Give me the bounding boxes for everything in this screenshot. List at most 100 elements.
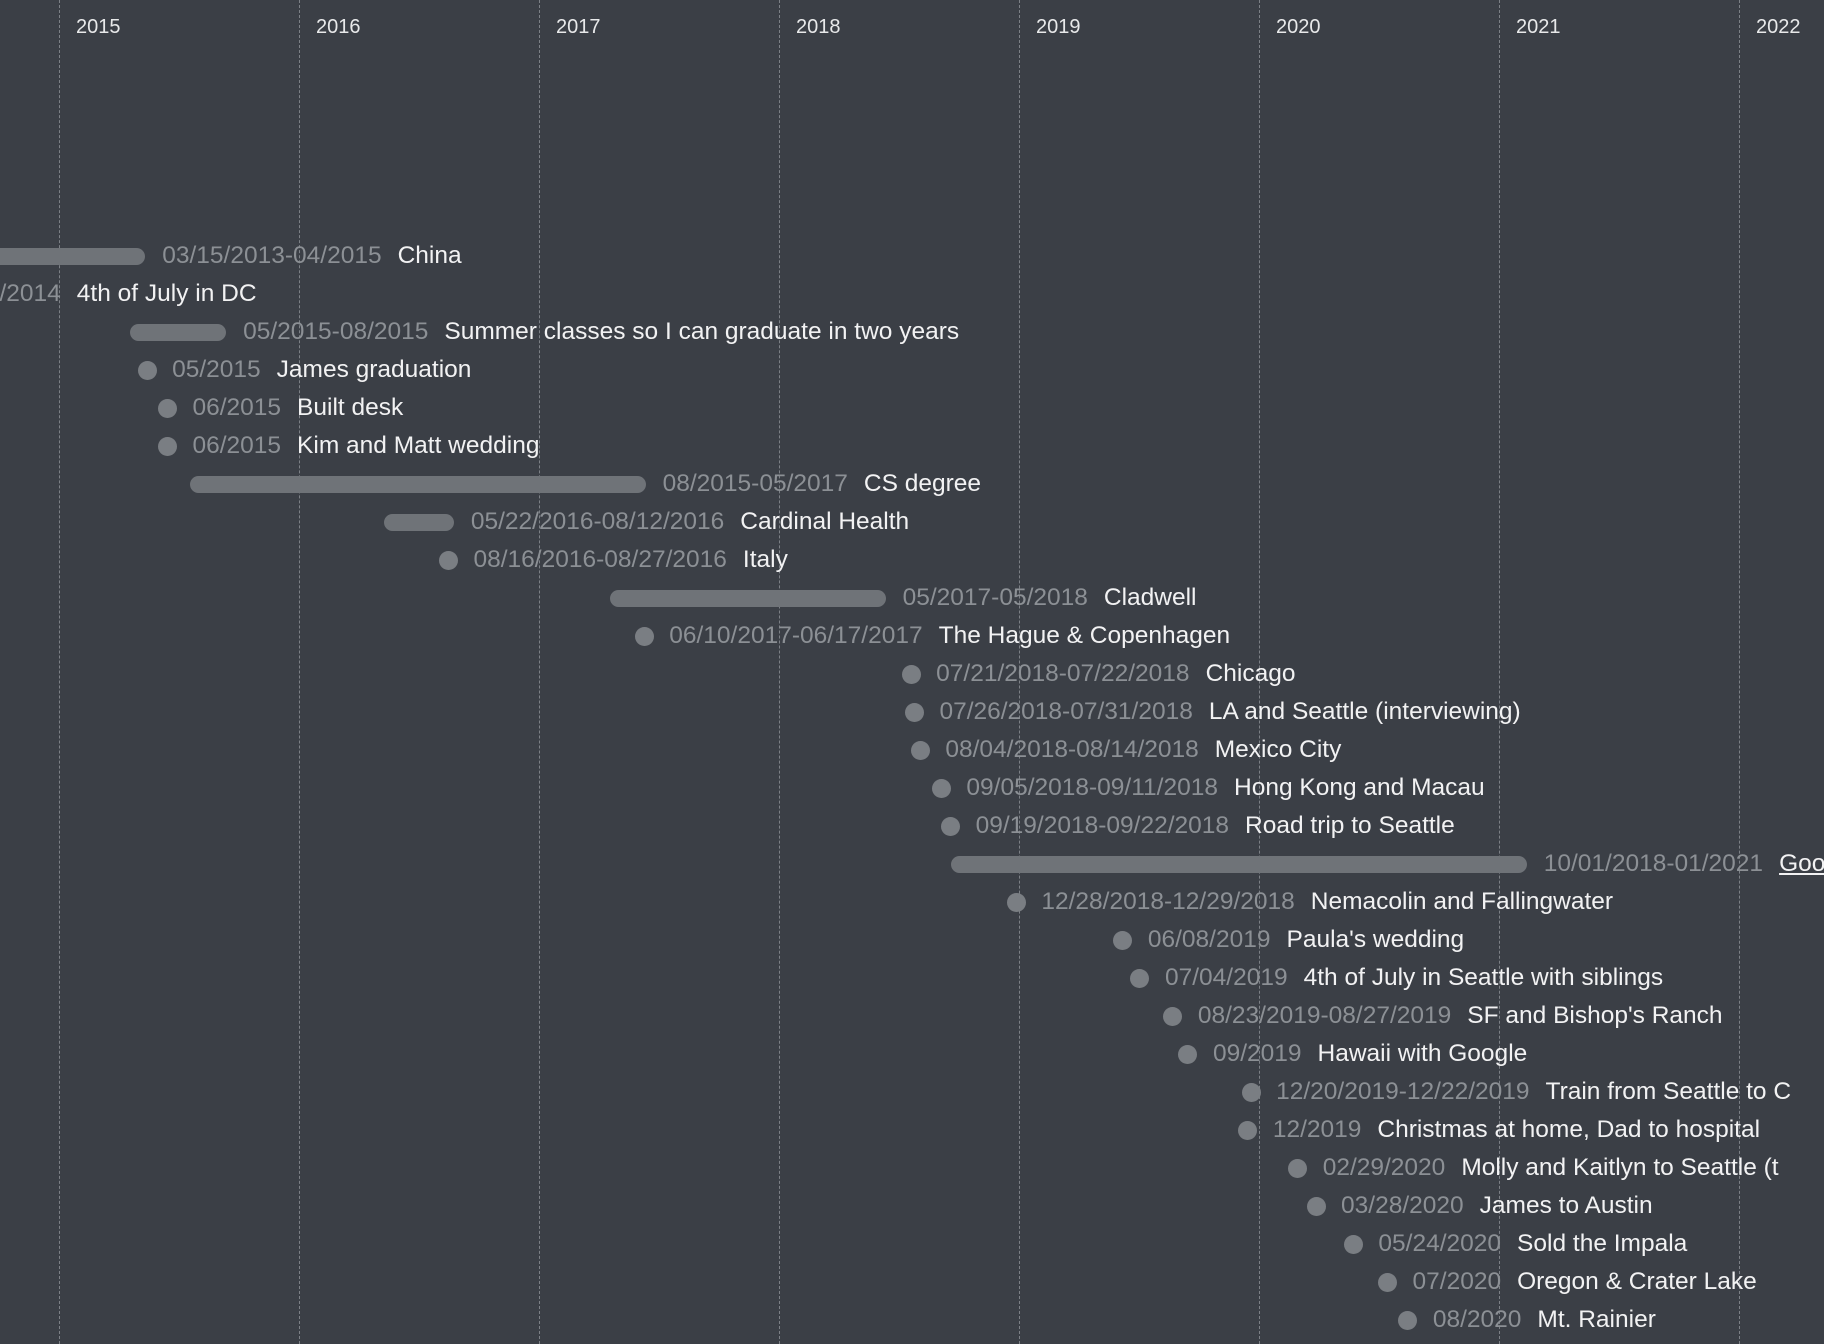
event-dot[interactable] [901,664,921,684]
event-label: 09/05/2018-09/11/2018 Hong Kong and Macau [966,773,1484,803]
event-bar[interactable] [0,247,146,265]
event-title: SF and Bishop's Ranch [1467,1002,1723,1029]
event-title: Italy [742,546,788,573]
gridline [539,0,540,1344]
event-label: 05/2017-05/2018 Cladwell [903,583,1197,613]
event-label: 06/2015 Built desk [192,393,403,423]
event-dot[interactable] [1343,1234,1363,1254]
event-label: 07/2020 Oregon & Crater Lake [1413,1267,1757,1297]
event-dot[interactable] [931,778,951,798]
event-title: Oregon & Crater Lake [1517,1268,1757,1295]
x-tick-label: 2017 [556,16,601,38]
event-date: 06/10/2017-06/17/2017 [669,622,923,649]
event-dot[interactable] [1241,1082,1261,1102]
event-title: Hong Kong and Macau [1234,774,1485,801]
event-date: 07/2014 [0,280,61,307]
event-dot[interactable] [1163,1006,1183,1026]
gridline [1019,0,1020,1344]
event-bar[interactable] [129,323,227,341]
event-date: 08/23/2019-08/27/2019 [1197,1002,1452,1029]
event-title: Hawaii with Google [1317,1040,1528,1067]
event-title: Summer classes so I can graduate in two … [444,318,960,345]
event-label: 07/21/2018-07/22/2018 Chicago [936,659,1295,689]
event-date: 07/21/2018-07/22/2018 [936,660,1190,687]
event-label: 07/26/2018-07/31/2018 LA and Seattle (int… [939,697,1520,727]
event-label: 06/2015 Kim and Matt wedding [192,431,539,461]
x-tick-label: 2021 [1516,16,1561,38]
event-bar[interactable] [609,589,886,607]
event-title: Kim and Matt wedding [297,432,540,459]
event-date: 03/15/2013-04/2015 [162,242,382,269]
event-label: 05/22/2016-08/12/2016 Cardinal Health [471,507,909,537]
event-date: 08/2015-05/2017 [662,470,848,497]
event-dot[interactable] [1306,1196,1326,1216]
event-title: Christmas at home, Dad to hospital [1377,1116,1761,1143]
event-date: 05/2015 [172,356,261,383]
event-dot[interactable] [910,740,930,760]
event-label: 08/2015-05/2017 CS degree [663,469,981,499]
event-dot[interactable] [1130,968,1150,988]
event-dot[interactable] [904,702,924,722]
event-title: The Hague & Copenhagen [938,622,1231,649]
event-date: 09/2019 [1212,1040,1302,1067]
event-label: 03/28/2020 James to Austin [1341,1191,1653,1221]
event-label: 03/15/2013-04/2015 China [162,241,461,271]
event-label: 08/23/2019-08/27/2019 SF and Bishop's Ran… [1198,1001,1723,1031]
event-dot[interactable] [1006,892,1026,912]
event-title-link[interactable]: Google [1779,850,1824,877]
event-dot[interactable] [1113,930,1133,950]
event-label: 05/2015 James graduation [172,355,471,385]
event-dot[interactable] [1398,1310,1418,1330]
x-tick-label: 2016 [316,16,361,38]
event-label: 08/2020 Mt. Rainier [1433,1305,1656,1335]
event-label: 02/29/2020 Molly and Kaitlyn to Seattle (… [1323,1153,1779,1183]
event-date: 06/2015 [192,432,282,459]
event-date: 12/28/2018-12/29/2018 [1041,888,1295,915]
event-dot[interactable] [157,398,177,418]
event-date: 06/08/2019 [1147,926,1271,953]
event-title: Chicago [1205,660,1296,687]
event-label: 08/04/2018-08/14/2018 Mexico City [945,735,1341,765]
event-date: 08/16/2016-08/27/2016 [473,546,727,573]
event-title: China [397,242,462,269]
event-title: Cardinal Health [740,508,910,535]
event-date: 03/28/2020 [1341,1192,1464,1219]
event-label: 12/28/2018-12/29/2018 Nemacolin and Falli… [1041,887,1613,917]
event-date: 10/01/2018-01/2021 [1543,850,1764,877]
event-dot[interactable] [634,626,654,646]
event-title: Sold the Impala [1517,1230,1688,1257]
x-tick-label: 2020 [1276,16,1321,38]
event-label: 08/16/2016-08/27/2016 Italy [474,545,788,575]
x-tick-label: 2019 [1036,16,1081,38]
x-tick-label: 2015 [76,16,121,38]
event-date: 12/2019 [1272,1116,1362,1143]
event-dot[interactable] [439,550,458,570]
event-title: Road trip to Seattle [1245,812,1455,839]
x-tick-label: 2018 [796,16,841,38]
event-label: 12/20/2019-12/22/2019 Train from Seattle … [1276,1077,1791,1107]
event-label: 05/2015-08/2015 Summer classes so I can g… [243,317,959,347]
gridline [779,0,780,1344]
event-bar[interactable] [384,513,454,531]
event-dot[interactable] [1288,1158,1308,1178]
event-label: 06/10/2017-06/17/2017 The Hague & Copenha… [669,621,1230,651]
event-date: 08/2020 [1432,1306,1522,1333]
event-dot[interactable] [157,436,177,456]
event-bar[interactable] [950,855,1527,873]
event-dot[interactable] [137,360,157,380]
event-date: 07/04/2019 [1164,964,1288,991]
gridline [299,0,300,1344]
event-dot[interactable] [1378,1272,1398,1292]
event-title: Molly and Kaitlyn to Seattle (t [1461,1154,1779,1181]
event-dot[interactable] [941,816,961,836]
gridline [1739,0,1740,1344]
event-date: 05/2015-08/2015 [243,318,429,345]
event-title: Mexico City [1214,736,1342,763]
event-dot[interactable] [1178,1044,1198,1064]
event-dot[interactable] [1238,1120,1258,1140]
gridline [1499,0,1500,1344]
event-bar[interactable] [190,475,646,493]
event-title: 4th of July in Seattle with siblings [1303,964,1664,991]
event-title: Cladwell [1103,584,1197,611]
